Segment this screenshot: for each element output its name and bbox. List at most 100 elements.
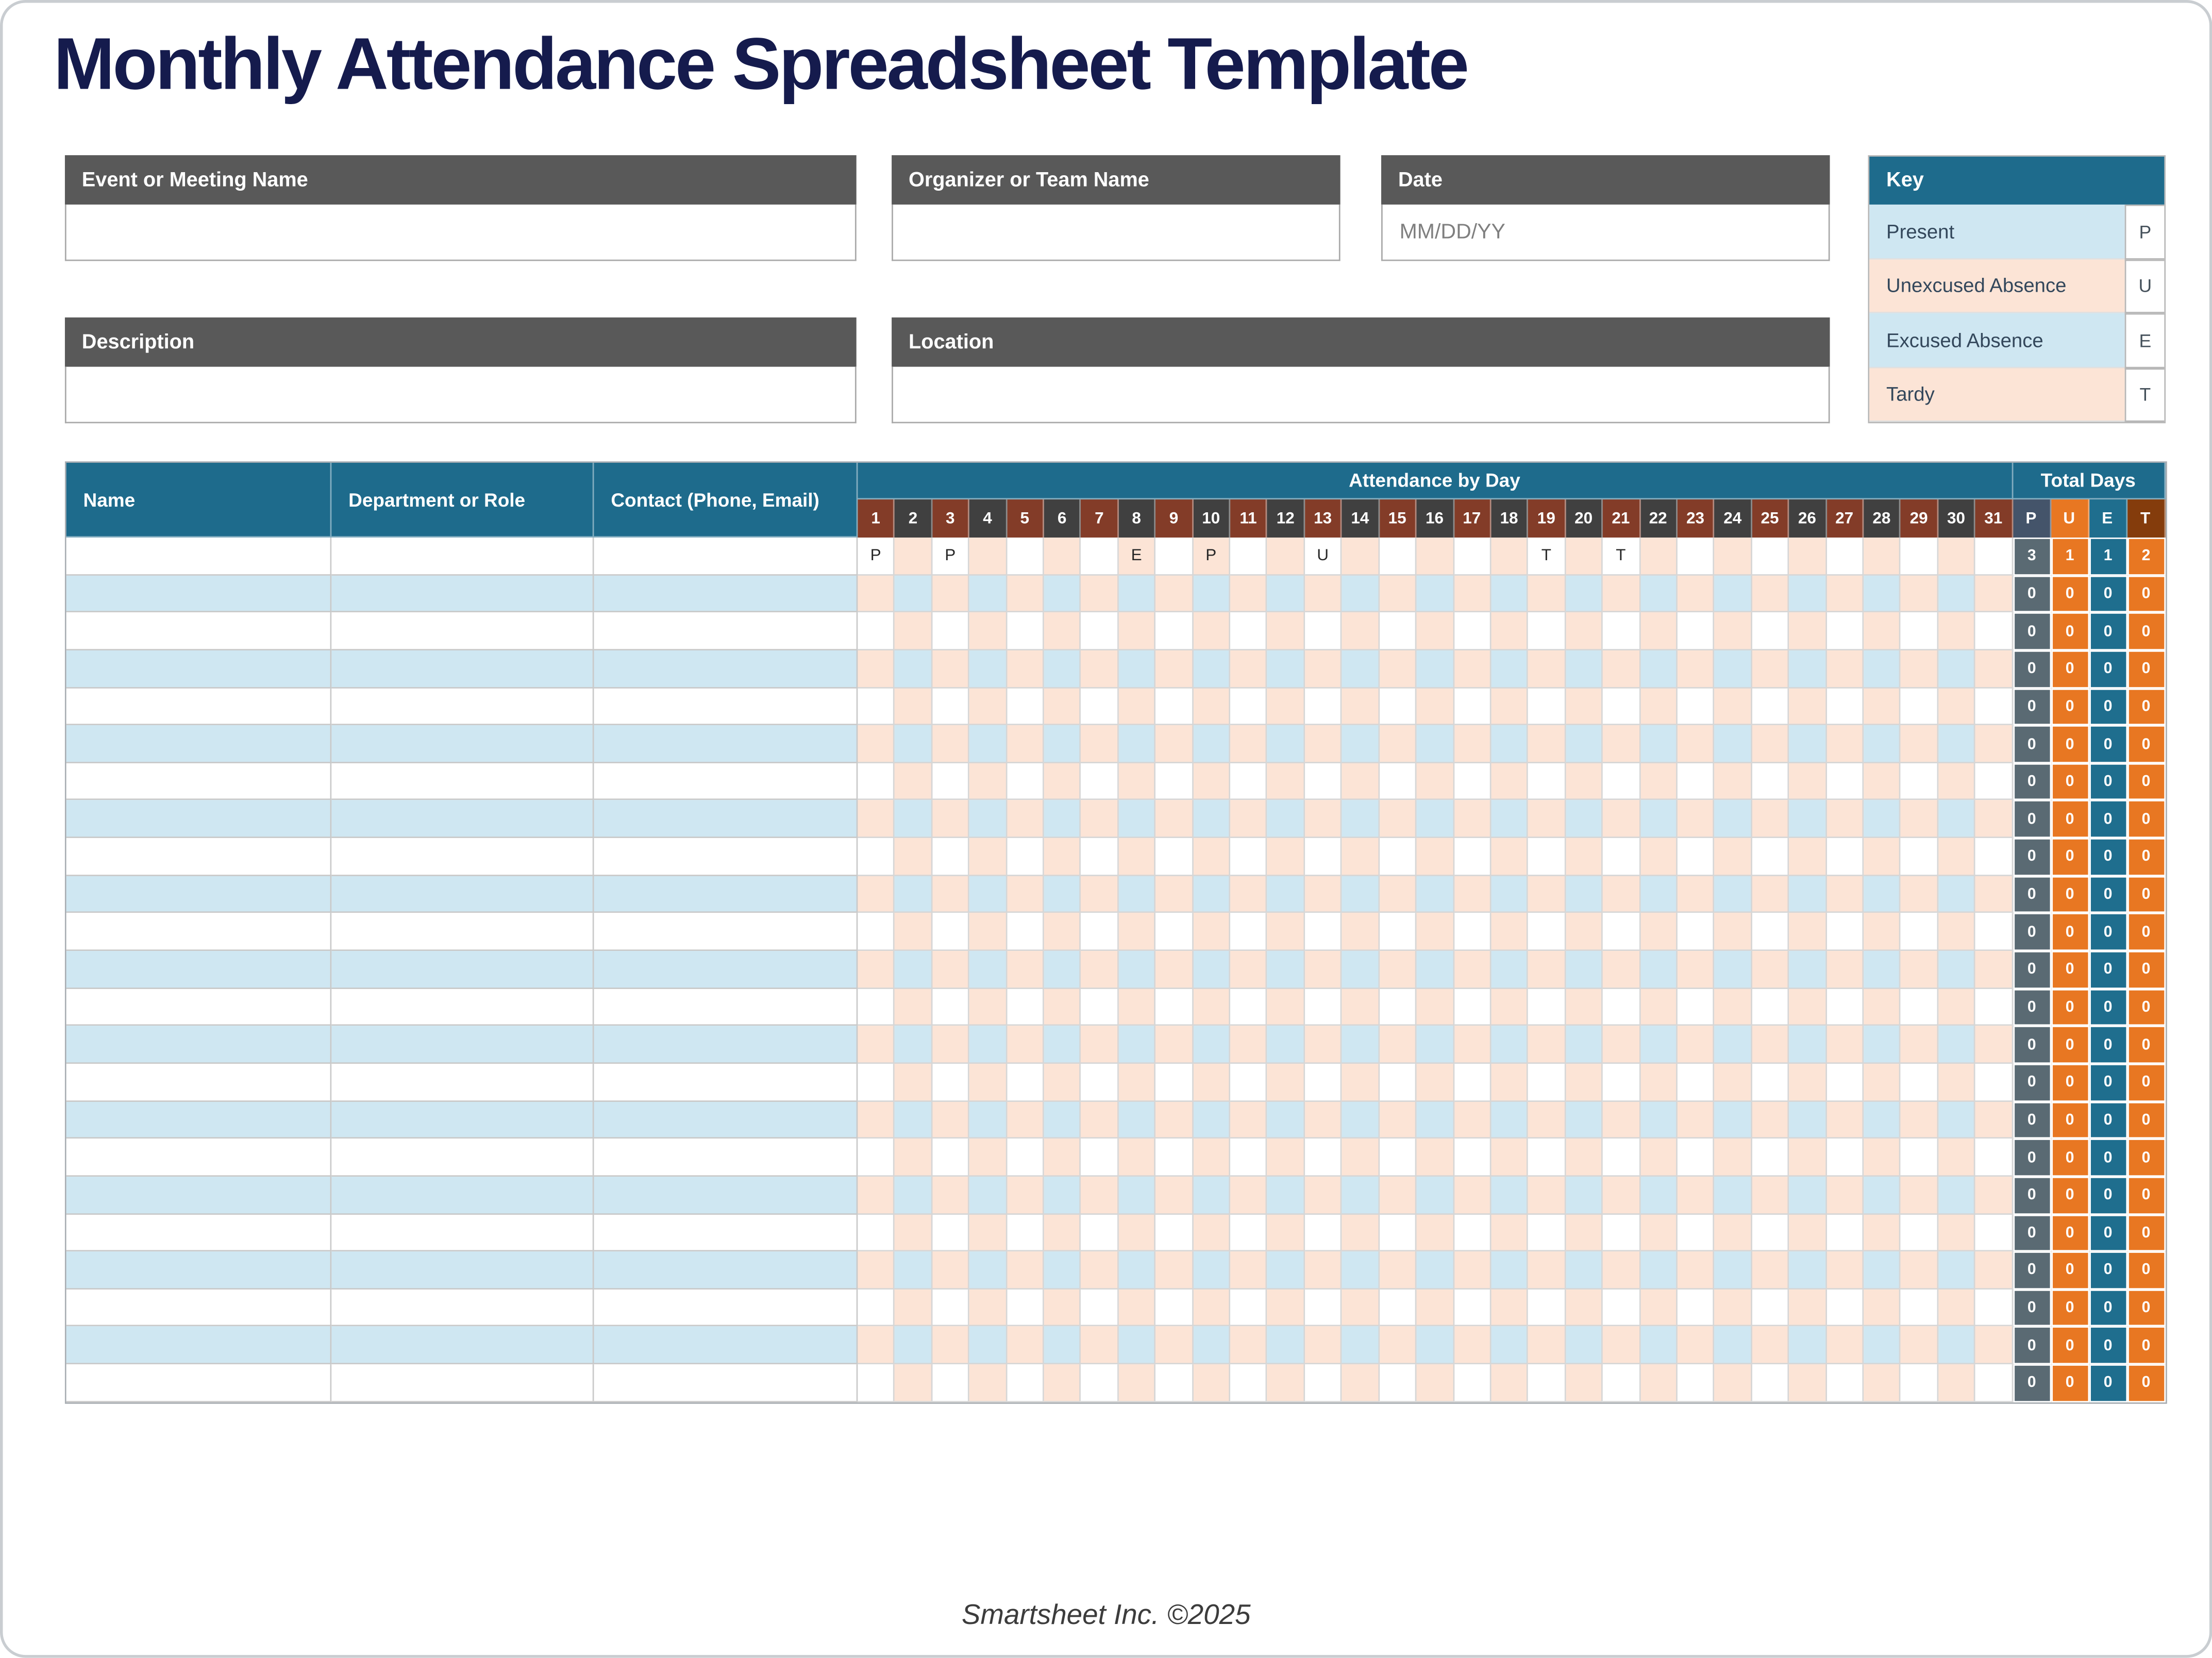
attendance-cell-day-10[interactable]: [1193, 1101, 1231, 1139]
attendance-cell-day-18[interactable]: [1491, 913, 1529, 951]
attendance-cell-day-25[interactable]: [1752, 650, 1789, 688]
attendance-cell-day-23[interactable]: [1677, 1176, 1715, 1214]
attendance-cell-day-26[interactable]: [1789, 612, 1826, 650]
attendance-cell-day-29[interactable]: [1901, 838, 1938, 876]
attendance-cell-day-6[interactable]: [1044, 1251, 1082, 1289]
department-cell[interactable]: [331, 1251, 594, 1289]
attendance-cell-day-21[interactable]: [1603, 1364, 1640, 1402]
name-cell[interactable]: [66, 650, 332, 688]
attendance-cell-day-30[interactable]: [1938, 650, 1976, 688]
attendance-cell-day-6[interactable]: [1044, 763, 1082, 801]
attendance-cell-day-9[interactable]: [1155, 575, 1193, 613]
attendance-cell-day-20[interactable]: [1565, 800, 1603, 839]
attendance-cell-day-12[interactable]: [1267, 650, 1305, 688]
attendance-cell-day-28[interactable]: [1864, 1101, 1901, 1139]
attendance-cell-day-8[interactable]: [1118, 1063, 1156, 1101]
attendance-cell-day-20[interactable]: [1565, 763, 1603, 801]
attendance-cell-day-31[interactable]: [1975, 1364, 2013, 1402]
attendance-cell-day-19[interactable]: [1528, 1063, 1566, 1101]
name-cell[interactable]: [66, 1251, 332, 1289]
attendance-cell-day-10[interactable]: [1193, 1289, 1231, 1327]
attendance-cell-day-6[interactable]: [1044, 989, 1082, 1027]
department-cell[interactable]: [331, 575, 594, 613]
contact-cell[interactable]: [594, 1176, 858, 1214]
attendance-cell-day-17[interactable]: [1453, 612, 1492, 650]
attendance-cell-day-5[interactable]: [1007, 1101, 1044, 1139]
attendance-cell-day-19[interactable]: [1528, 650, 1566, 688]
attendance-cell-day-26[interactable]: [1789, 838, 1826, 876]
attendance-cell-day-31[interactable]: [1975, 725, 2013, 763]
attendance-cell-day-19[interactable]: [1528, 838, 1566, 876]
attendance-cell-day-5[interactable]: [1007, 989, 1044, 1027]
attendance-cell-day-31[interactable]: [1975, 688, 2013, 726]
attendance-cell-day-10[interactable]: P: [1193, 537, 1231, 575]
attendance-cell-day-8[interactable]: [1118, 575, 1156, 613]
name-cell[interactable]: [66, 1176, 332, 1214]
attendance-cell-day-26[interactable]: [1789, 575, 1826, 613]
attendance-cell-day-29[interactable]: [1901, 989, 1938, 1027]
attendance-cell-day-12[interactable]: [1267, 1026, 1305, 1064]
attendance-cell-day-20[interactable]: [1565, 1364, 1603, 1402]
attendance-cell-day-17[interactable]: [1453, 1176, 1492, 1214]
attendance-cell-day-14[interactable]: [1342, 688, 1380, 726]
attendance-cell-day-6[interactable]: [1044, 1176, 1082, 1214]
attendance-cell-day-9[interactable]: [1155, 725, 1193, 763]
attendance-cell-day-8[interactable]: E: [1118, 537, 1156, 575]
attendance-cell-day-23[interactable]: [1677, 1289, 1715, 1327]
attendance-cell-day-3[interactable]: [932, 1063, 970, 1101]
attendance-cell-day-8[interactable]: [1118, 1214, 1156, 1252]
attendance-cell-day-18[interactable]: [1491, 725, 1529, 763]
attendance-cell-day-2[interactable]: [895, 763, 932, 801]
attendance-cell-day-31[interactable]: [1975, 800, 2013, 839]
attendance-cell-day-23[interactable]: [1677, 612, 1715, 650]
attendance-cell-day-17[interactable]: [1453, 800, 1492, 839]
attendance-cell-day-12[interactable]: [1267, 688, 1305, 726]
attendance-cell-day-18[interactable]: [1491, 1327, 1529, 1365]
attendance-cell-day-22[interactable]: [1640, 1251, 1678, 1289]
attendance-cell-day-7[interactable]: [1081, 1364, 1119, 1402]
attendance-cell-day-10[interactable]: [1193, 1364, 1231, 1402]
attendance-cell-day-20[interactable]: [1565, 725, 1603, 763]
attendance-cell-day-5[interactable]: [1007, 1289, 1044, 1327]
attendance-cell-day-2[interactable]: [895, 688, 932, 726]
attendance-cell-day-25[interactable]: [1752, 725, 1789, 763]
attendance-cell-day-4[interactable]: [969, 1101, 1007, 1139]
attendance-cell-day-20[interactable]: [1565, 1289, 1603, 1327]
attendance-cell-day-2[interactable]: [895, 800, 932, 839]
attendance-cell-day-8[interactable]: [1118, 763, 1156, 801]
attendance-cell-day-1[interactable]: [858, 1289, 895, 1327]
name-cell[interactable]: [66, 800, 332, 839]
contact-cell[interactable]: [594, 1063, 858, 1101]
attendance-cell-day-29[interactable]: [1901, 1176, 1938, 1214]
attendance-cell-day-13[interactable]: [1304, 800, 1343, 839]
attendance-cell-day-25[interactable]: [1752, 838, 1789, 876]
field-location-input[interactable]: [892, 366, 1830, 424]
attendance-cell-day-4[interactable]: [969, 537, 1007, 575]
attendance-cell-day-30[interactable]: [1938, 1364, 1976, 1402]
attendance-cell-day-22[interactable]: [1640, 763, 1678, 801]
attendance-cell-day-30[interactable]: [1938, 725, 1976, 763]
name-cell[interactable]: [66, 951, 332, 989]
contact-cell[interactable]: [594, 876, 858, 914]
attendance-cell-day-10[interactable]: [1193, 1026, 1231, 1064]
attendance-cell-day-17[interactable]: [1453, 838, 1492, 876]
attendance-cell-day-3[interactable]: [932, 612, 970, 650]
attendance-cell-day-30[interactable]: [1938, 612, 1976, 650]
attendance-cell-day-6[interactable]: [1044, 1327, 1082, 1365]
department-cell[interactable]: [331, 1176, 594, 1214]
attendance-cell-day-14[interactable]: [1342, 1364, 1380, 1402]
attendance-cell-day-8[interactable]: [1118, 1289, 1156, 1327]
attendance-cell-day-16[interactable]: [1416, 1364, 1454, 1402]
attendance-cell-day-5[interactable]: [1007, 876, 1044, 914]
attendance-cell-day-14[interactable]: [1342, 876, 1380, 914]
attendance-cell-day-24[interactable]: [1715, 1101, 1752, 1139]
attendance-cell-day-7[interactable]: [1081, 913, 1119, 951]
attendance-cell-day-28[interactable]: [1864, 1138, 1901, 1177]
attendance-cell-day-27[interactable]: [1826, 1138, 1864, 1177]
attendance-cell-day-15[interactable]: [1379, 913, 1417, 951]
attendance-cell-day-25[interactable]: [1752, 1063, 1789, 1101]
attendance-cell-day-5[interactable]: [1007, 1138, 1044, 1177]
attendance-cell-day-1[interactable]: [858, 1026, 895, 1064]
attendance-cell-day-30[interactable]: [1938, 1101, 1976, 1139]
attendance-cell-day-20[interactable]: [1565, 838, 1603, 876]
